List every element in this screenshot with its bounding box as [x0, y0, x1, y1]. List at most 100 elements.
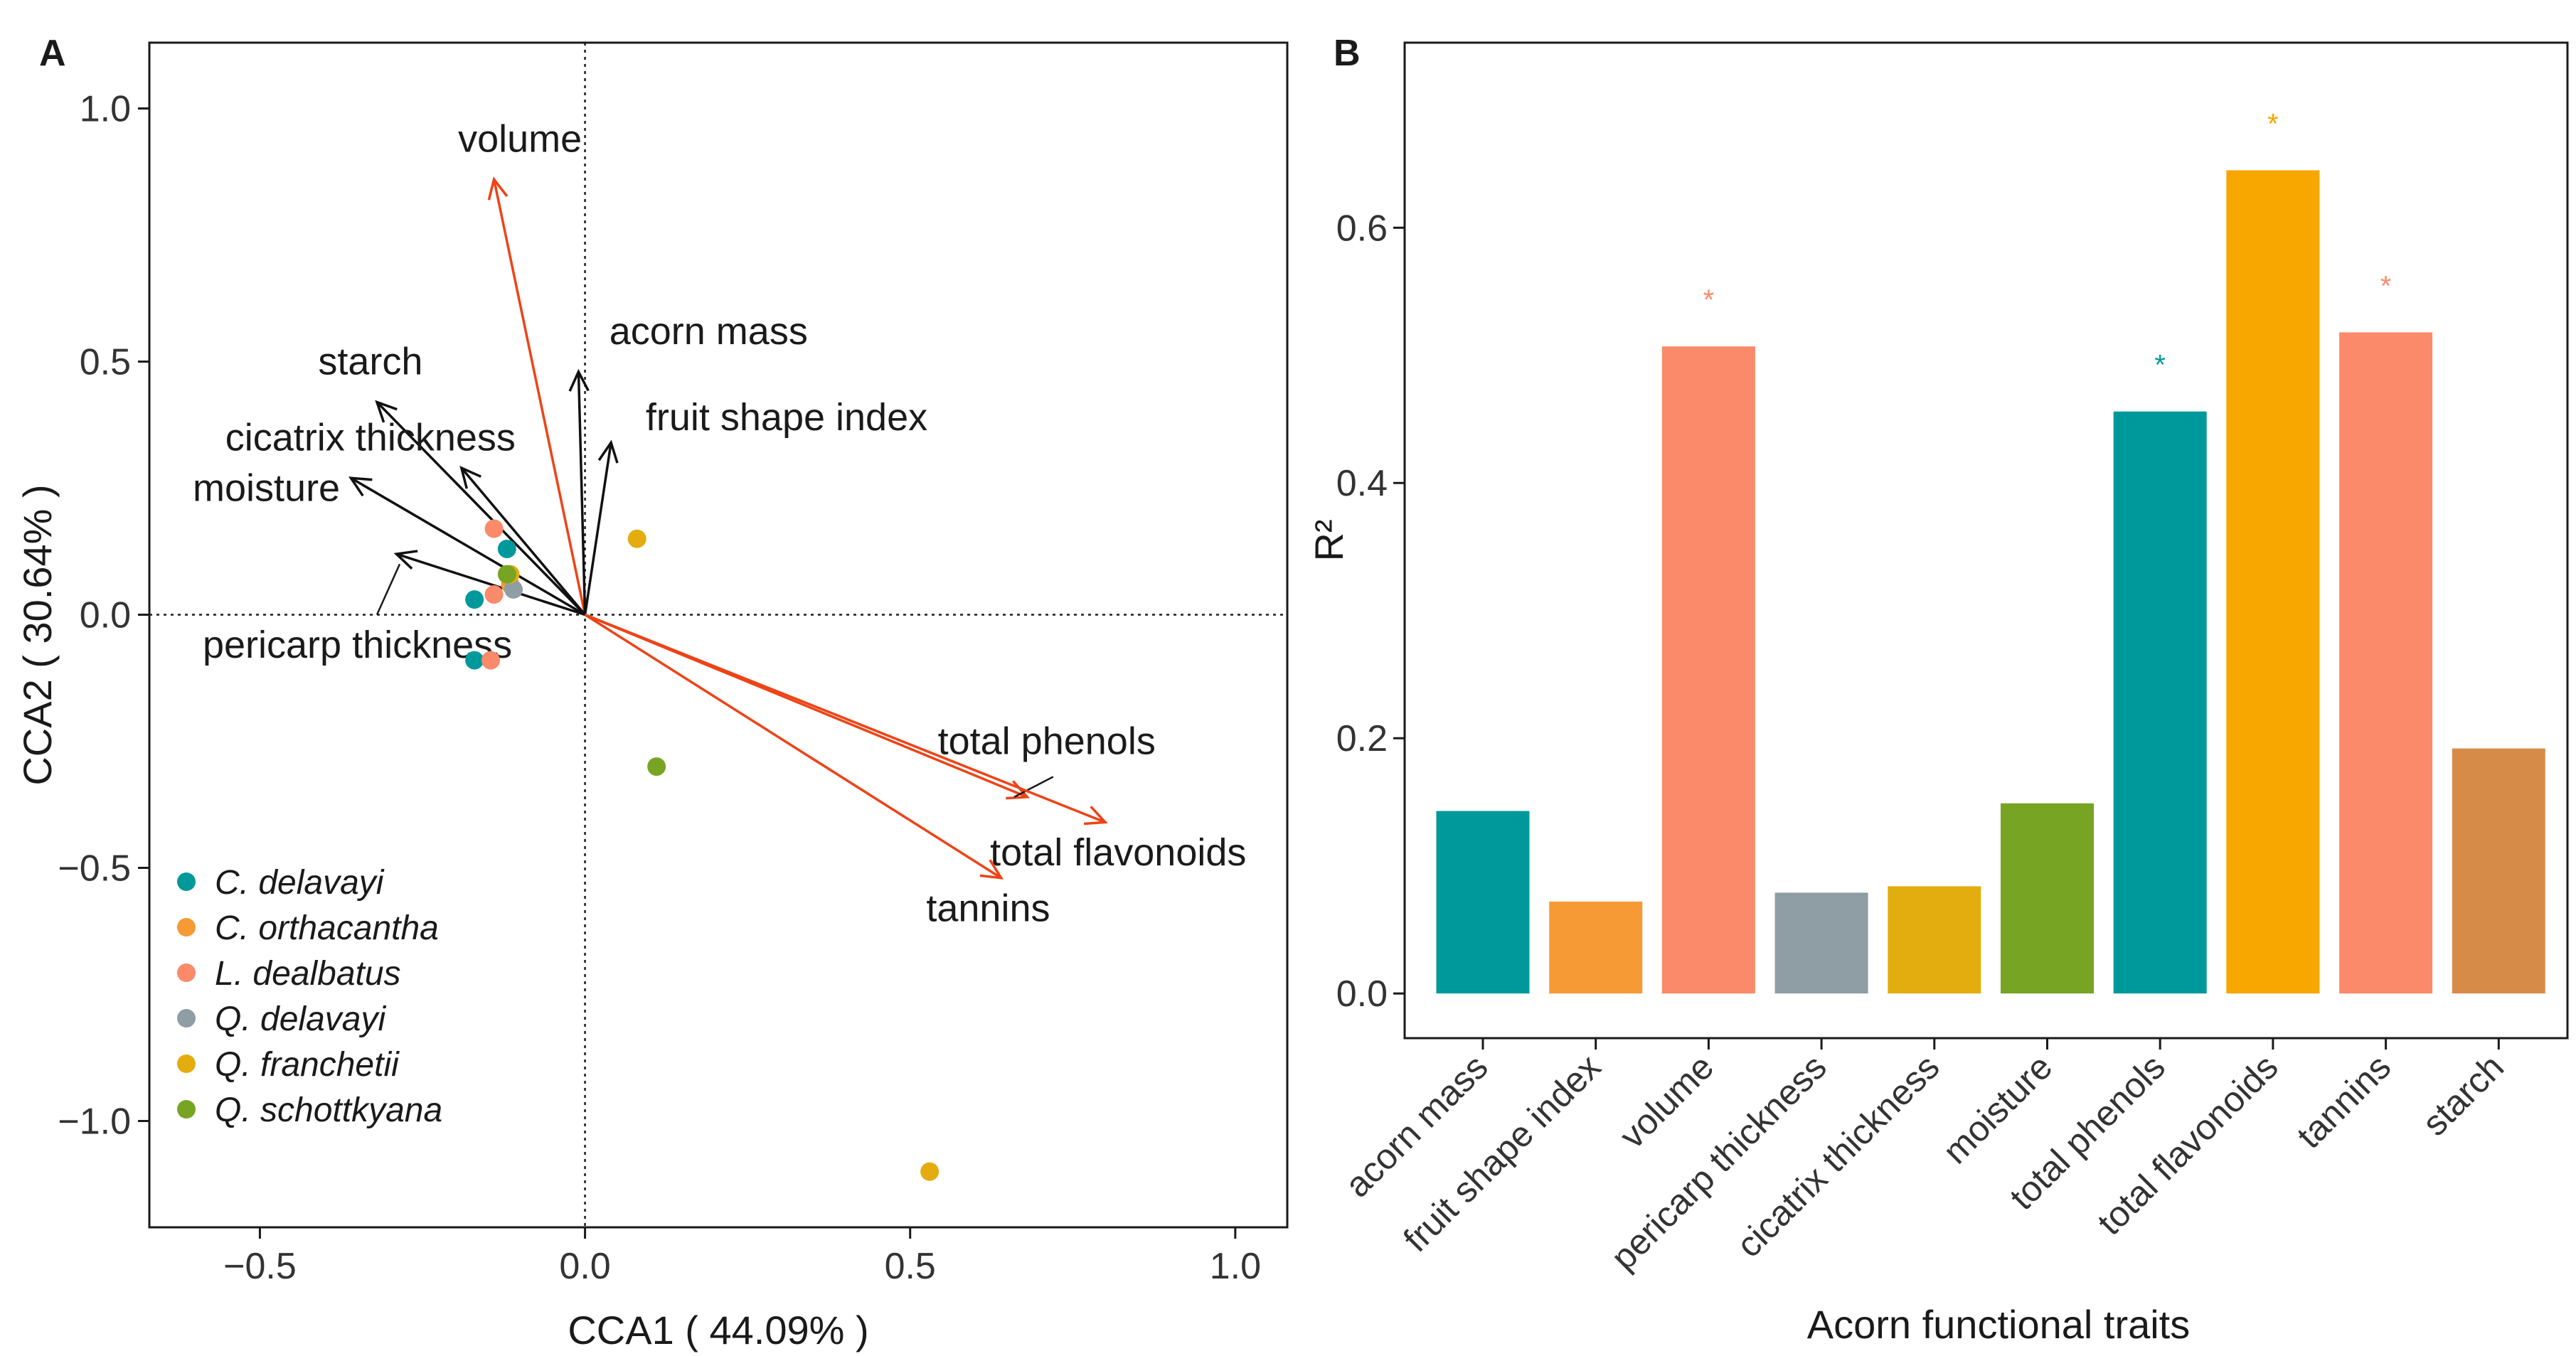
- significance-marker-tannins: *: [2380, 270, 2392, 301]
- vector-acorn-mass: [577, 371, 587, 615]
- vector-moisture: [350, 476, 586, 616]
- vector-pericarp-thickness: [395, 552, 586, 616]
- vector-tannins: [584, 614, 1002, 880]
- vector-arrowhead-tannins: [979, 859, 1004, 880]
- cca-points: [465, 519, 940, 1181]
- cca-x-tick-label: 1.0: [1210, 1246, 1261, 1287]
- significance-marker-volume: *: [1703, 284, 1715, 316]
- bar-tannins: [2339, 332, 2433, 994]
- cca-x-tick-label: 0.0: [559, 1246, 610, 1287]
- vector-arrowhead-moisture: [348, 476, 373, 497]
- r2-plot-frame: [1403, 41, 2569, 1040]
- legend-label-q-schottkyana: Q. schottkyana: [215, 1091, 442, 1129]
- cca-panel: A −0.5 0.0 0.5 1.0 1.0 0.5 0.0 −0.5 −1.0 volume…: [15, 33, 1289, 1352]
- point-l-dealbatus: [484, 519, 504, 538]
- cca-x-axis-title: CCA1 ( 44.09% ): [568, 1308, 868, 1352]
- r2-y-tick-label: 0.0: [1336, 973, 1388, 1015]
- cca-x-tick-label: 0.5: [885, 1246, 936, 1287]
- vector-label-volume: volume: [458, 117, 582, 160]
- point-c-delavayi: [465, 590, 484, 609]
- r2-x-tick-label-starch: starch: [2415, 1047, 2511, 1143]
- significance-marker-total-phenols: *: [2154, 350, 2166, 381]
- r2-y-axis: 0.0 0.2 0.4 0.6: [1336, 208, 1405, 1015]
- vector-label-moisture: moisture: [193, 467, 340, 510]
- cca-legend: C. delavayi C. orthacantha L. dealbatus Q. …: [177, 864, 442, 1129]
- point-q-schottkyana: [647, 757, 666, 776]
- bar-fruit-shape-index: [1549, 901, 1643, 994]
- vector-arrowhead-total-flavonoids: [1083, 806, 1108, 826]
- r2-y-tick-label: 0.6: [1336, 208, 1388, 249]
- legend-swatch-q-delavayi: [177, 1009, 196, 1027]
- vector-arrowhead-starch: [375, 400, 398, 423]
- cca-y-tick-label: 1.0: [80, 89, 131, 130]
- vector-label-pericarp-thickness: pericarp thickness: [203, 624, 512, 666]
- cca-y-tick-label: 0.0: [80, 595, 131, 636]
- legend-label-q-franchetii: Q. franchetii: [215, 1046, 400, 1084]
- bar-acorn-mass: [1436, 811, 1530, 994]
- vector-label-total-flavonoids: total flavonoids: [990, 831, 1246, 874]
- point-c-delavayi: [497, 539, 516, 558]
- point-q-franchetii: [920, 1162, 940, 1181]
- vector-cicatrix-thickness: [460, 466, 586, 616]
- vector-arrowhead-cicatrix-thickness: [459, 465, 481, 489]
- panel-b-letter: B: [1334, 33, 1361, 74]
- legend-label-l-dealbatus: L. dealbatus: [215, 955, 401, 993]
- r2-x-tick-label-cicatrix-thickness: cicatrix thickness: [1729, 1047, 1947, 1265]
- legend-swatch-c-orthacantha: [177, 918, 196, 936]
- vector-label-starch: starch: [318, 341, 422, 383]
- vector-arrowhead-pericarp-thickness: [393, 550, 418, 570]
- bar-pericarp-thickness: [1774, 892, 1868, 994]
- vector-volume: [492, 178, 587, 615]
- r2-y-tick-label: 0.4: [1336, 463, 1388, 504]
- bar-total-phenols: [2113, 411, 2207, 994]
- cca-y-axis: 1.0 0.5 0.0 −0.5 −1.0: [58, 89, 149, 1142]
- legend-label-c-orthacantha: C. orthacantha: [215, 909, 439, 947]
- cca-y-tick-label: 0.5: [80, 342, 131, 383]
- significance-marker-total-flavonoids: *: [2267, 108, 2279, 139]
- point-l-dealbatus: [481, 651, 500, 670]
- panel-a-letter: A: [39, 33, 66, 74]
- cca-x-axis: −0.5 0.0 0.5 1.0: [223, 1227, 1261, 1287]
- vector-starch: [376, 401, 586, 616]
- r2-x-tick-label-volume: volume: [1612, 1047, 1722, 1156]
- bar-total-flavonoids: [2226, 170, 2320, 994]
- legend-swatch-c-delavayi: [177, 872, 196, 891]
- point-l-dealbatus: [484, 585, 504, 604]
- cca-x-tick-label: −0.5: [223, 1246, 297, 1287]
- r2-x-axis-title: Acorn functional traits: [1807, 1302, 2190, 1347]
- r2-y-tick-label: 0.2: [1336, 718, 1388, 759]
- vector-label-tannins: tannins: [926, 887, 1050, 929]
- r2-x-tick-label-fruit-shape-index: fruit shape index: [1395, 1047, 1608, 1259]
- r2-x-tick-label-tannins: tannins: [2289, 1047, 2399, 1156]
- legend-swatch-l-dealbatus: [177, 963, 196, 982]
- r2-x-tick-label-pericarp-thickness: pericarp thickness: [1603, 1047, 1834, 1278]
- cca-plot-frame: [148, 41, 1289, 1229]
- cca-y-tick-label: −0.5: [58, 848, 131, 890]
- vector-arrowhead-fruit-shape-index: [597, 439, 619, 464]
- r2-y-axis-title: R²: [1306, 519, 1351, 561]
- legend-label-q-delavayi: Q. delavayi: [215, 1000, 386, 1038]
- point-q-delavayi: [504, 580, 523, 599]
- legend-swatch-q-schottkyana: [177, 1100, 196, 1119]
- vector-arrowhead-acorn-mass: [568, 368, 590, 392]
- vector-label-cicatrix-thickness: cicatrix thickness: [225, 416, 516, 459]
- bar-cicatrix-thickness: [1888, 886, 1981, 994]
- bar-moisture: [2001, 803, 2094, 994]
- vector-label-total-phenols: total phenols: [938, 720, 1156, 763]
- vector-label-leader-total-phenols: [1013, 776, 1054, 798]
- vector-label-acorn-mass: acorn mass: [610, 310, 808, 353]
- bar-starch: [2452, 748, 2545, 994]
- point-q-schottkyana: [497, 565, 516, 584]
- vector-total-flavonoids: [584, 613, 1106, 824]
- vector-label-fruit-shape-index: fruit shape index: [646, 396, 927, 439]
- cca-y-axis-title: CCA2 ( 30.64% ): [15, 484, 60, 785]
- point-c-delavayi: [465, 651, 484, 670]
- legend-label-c-delavayi: C. delavayi: [215, 864, 385, 902]
- legend-swatch-q-franchetii: [177, 1055, 196, 1073]
- vector-label-leader-pericarp-thickness: [376, 563, 401, 616]
- vector-arrowhead-volume: [487, 176, 509, 201]
- cca-vectors: volume acorn mass fruit shape index starch c…: [193, 117, 1246, 929]
